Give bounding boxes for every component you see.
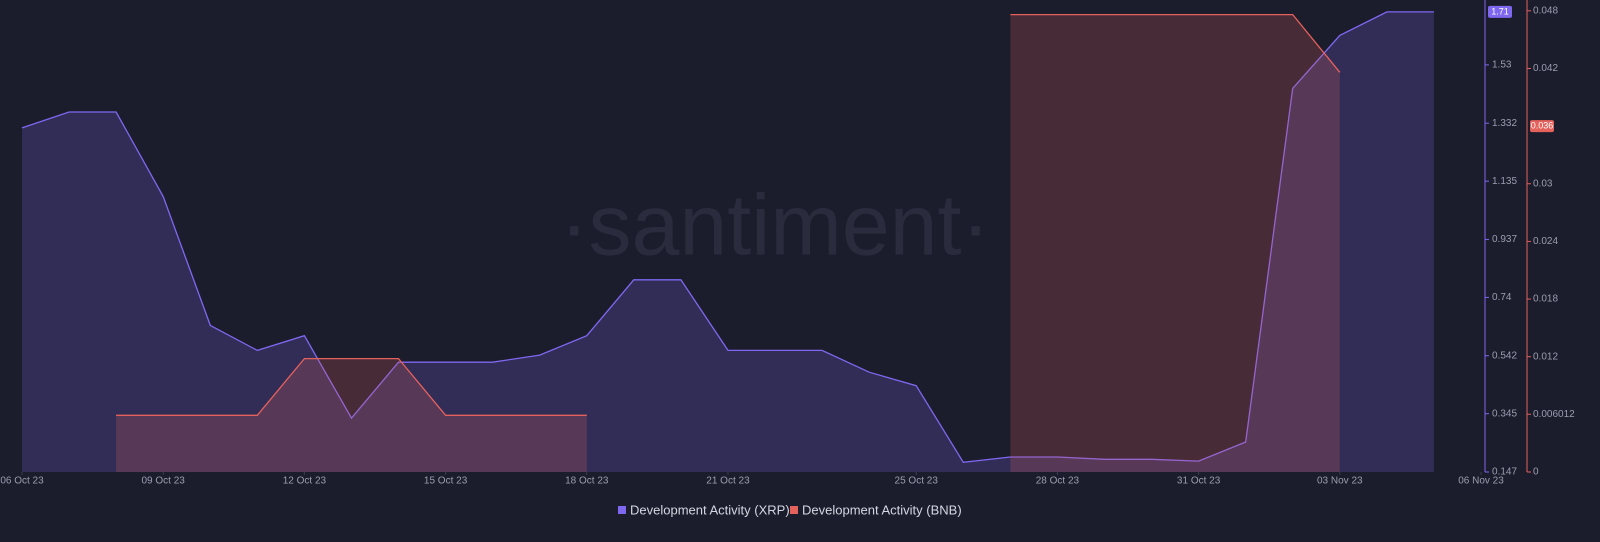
x-tick-label: 06 Oct 23 — [0, 476, 44, 487]
y2-tick-label: 0.024 — [1533, 236, 1558, 247]
x-tick-label: 31 Oct 23 — [1177, 476, 1221, 487]
watermark: ·santiment· — [560, 178, 990, 274]
x-tick-label: 06 Nov 23 — [1458, 476, 1504, 487]
legend-label: Development Activity (BNB) — [802, 502, 962, 517]
y2-tick-label: 0.03 — [1533, 178, 1553, 189]
y2-tick-label: 0.042 — [1533, 63, 1558, 74]
value-badge — [1530, 120, 1554, 133]
x-tick-label: 03 Nov 23 — [1317, 476, 1363, 487]
y2-tick-label: 0.012 — [1533, 351, 1558, 362]
y-tick-label: 1.53 — [1492, 60, 1512, 71]
y2-tick-label: 0.048 — [1533, 5, 1558, 16]
x-tick-label: 21 Oct 23 — [706, 476, 750, 487]
legend-swatch — [790, 506, 798, 514]
y-tick-label: 0.542 — [1492, 350, 1517, 361]
series-line — [116, 357, 587, 416]
y-tick-label: 0.345 — [1492, 408, 1517, 419]
x-tick-label: 25 Oct 23 — [895, 476, 939, 487]
y-tick-label: 1.135 — [1492, 176, 1517, 187]
x-tick-label: 28 Oct 23 — [1036, 476, 1080, 487]
y2-tick-label: 0.018 — [1533, 294, 1558, 305]
x-tick-label: 15 Oct 23 — [424, 476, 468, 487]
series-area — [1010, 14, 1340, 472]
y-tick-label: 0.937 — [1492, 234, 1517, 245]
x-tick-label: 18 Oct 23 — [565, 476, 609, 487]
x-tick-label: 09 Oct 23 — [142, 476, 186, 487]
y2-tick-label: 0 — [1533, 467, 1539, 478]
value-badge-label: 0.036 — [1531, 120, 1554, 130]
series-area — [22, 11, 1434, 473]
series-line — [1010, 13, 1341, 73]
value-badge — [1488, 5, 1512, 18]
legend-label: Development Activity (XRP) — [630, 502, 790, 517]
y-tick-label: 1.332 — [1492, 118, 1517, 129]
series-line — [21, 11, 1434, 463]
series-area — [116, 358, 587, 472]
x-tick-label: 12 Oct 23 — [283, 476, 327, 487]
y2-tick-label: 0.006012 — [1533, 409, 1575, 420]
value-badge-label: 1.71 — [1491, 6, 1509, 16]
y-tick-label: 0.147 — [1492, 467, 1517, 478]
legend-swatch — [618, 506, 626, 514]
y-tick-label: 0.74 — [1492, 292, 1512, 303]
